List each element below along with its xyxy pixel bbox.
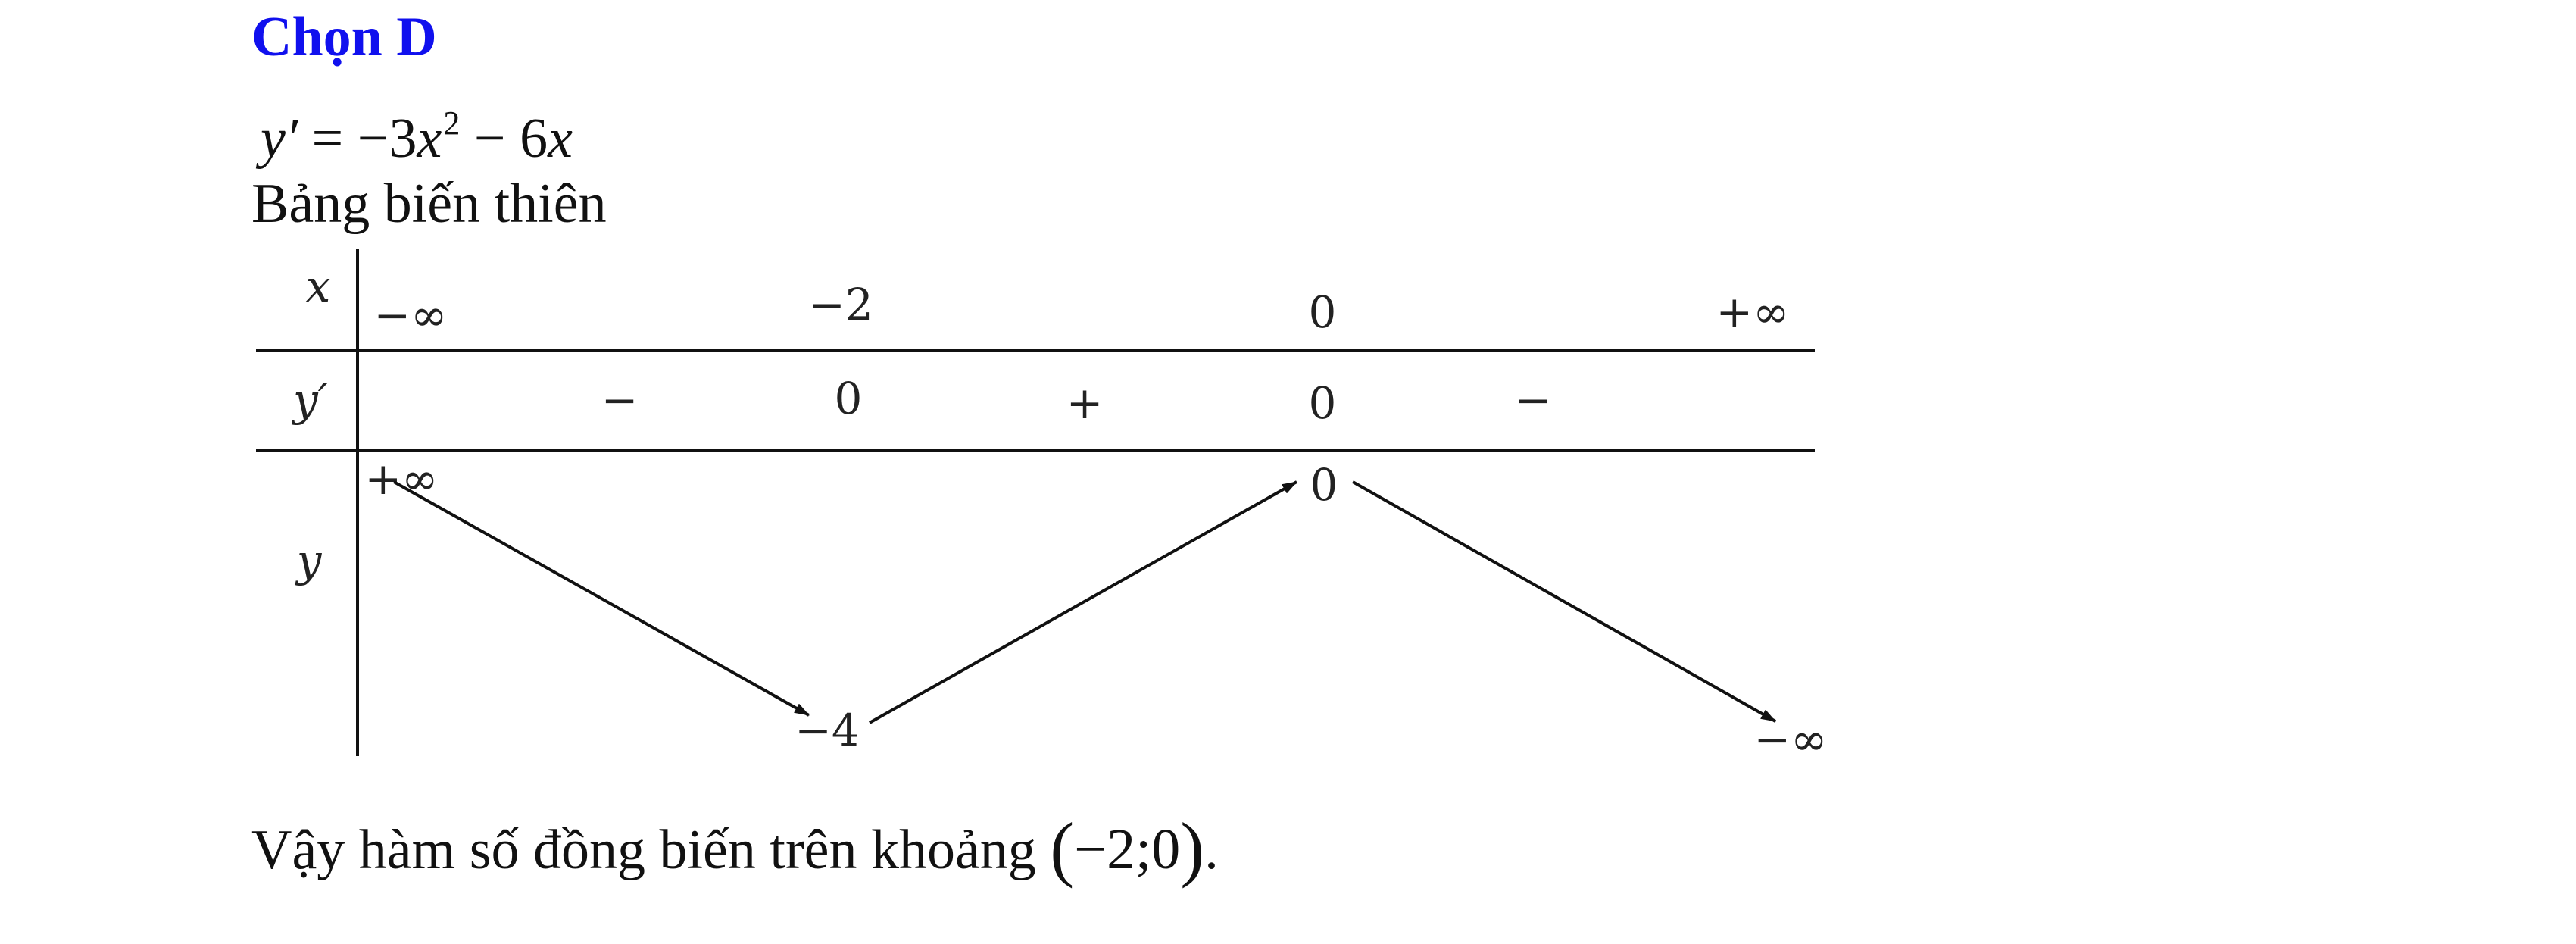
conclusion-period: .	[1204, 819, 1219, 881]
term1-coefficient: −3	[357, 108, 417, 170]
conclusion-text: Vậy hàm số đồng biến trên khoảng	[251, 819, 1051, 881]
y-value-end: −∞	[1754, 714, 1828, 765]
y-value-start: +∞	[365, 453, 439, 505]
y-prime-sign-1: −	[601, 374, 639, 426]
term1-variable: x	[417, 108, 442, 170]
answer-heading: Chọn D	[251, 6, 437, 68]
decreasing-arrow-1	[393, 480, 810, 717]
derivative-formula: y′ = −3x2 − 6x	[261, 89, 573, 173]
y-prime-sign-2: +	[1066, 377, 1104, 429]
y-prime-zero-2: 0	[1309, 377, 1337, 429]
interval-value: −2;0	[1074, 817, 1181, 881]
y-value-max: 0	[1310, 459, 1338, 511]
row-label-y: y	[295, 535, 323, 586]
decreasing-arrow-2	[1352, 480, 1776, 723]
increasing-arrow	[869, 480, 1297, 724]
x-value-pos-infinity: +∞	[1716, 286, 1790, 338]
conclusion-sentence: Vậy hàm số đồng biến trên khoảng (−2;0).	[251, 811, 1219, 888]
term1-exponent: 2	[443, 105, 461, 142]
y-prime-sign-3: −	[1515, 374, 1552, 426]
derivative-lhs: y′	[261, 108, 298, 170]
equals-sign: =	[298, 108, 358, 170]
x-value-neg-infinity: −∞	[374, 289, 448, 341]
row-label-x: x	[306, 261, 331, 312]
table-caption: Bảng biến thiên	[251, 173, 607, 235]
x-value-0: 0	[1309, 286, 1337, 338]
interval-close-paren: )	[1180, 808, 1205, 889]
interval-open-paren: (	[1050, 808, 1075, 889]
term2-variable: x	[548, 108, 573, 170]
y-prime-zero-1: 0	[835, 373, 863, 424]
x-value-neg-2: −2	[808, 279, 873, 330]
row-label-y-prime: y′	[291, 374, 328, 426]
term2-coefficient: − 6	[460, 108, 548, 170]
